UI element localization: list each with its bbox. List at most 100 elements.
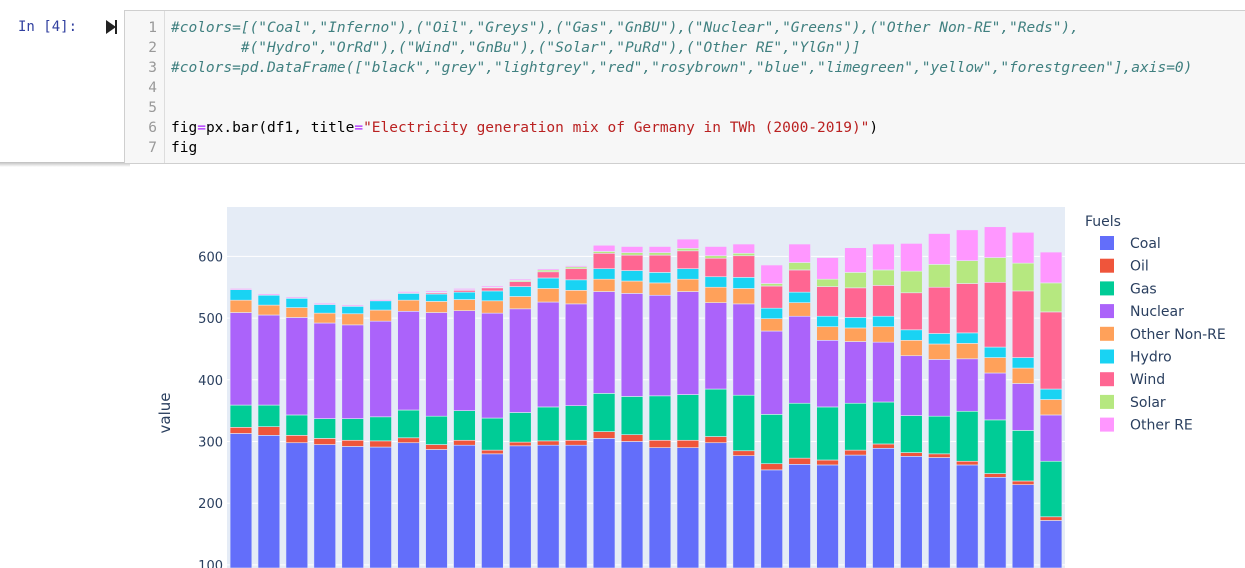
bar-segment (620, 280, 644, 294)
bar-segment (872, 326, 895, 343)
bar-segment (425, 290, 448, 293)
bar-segment (564, 268, 588, 281)
bar-segment (453, 310, 476, 411)
bar-segment (816, 339, 839, 408)
bar-segment (1039, 311, 1063, 390)
bar-segment (900, 339, 923, 357)
bar-segment (620, 252, 644, 256)
bar-segment (285, 414, 309, 436)
bar-segment (453, 288, 476, 290)
bar-segment (369, 309, 392, 322)
bar-segment (648, 447, 672, 568)
legend-item: Coal (1130, 236, 1161, 252)
bar-segment (872, 443, 895, 449)
bar-segment (956, 464, 979, 568)
bar-segment (788, 291, 811, 303)
bar-segment (872, 315, 895, 328)
bar-segment (481, 290, 504, 302)
bar-segment (760, 414, 783, 465)
legend-item: Gas (1130, 281, 1157, 297)
code-text: #colors=[("Coal","Inferno"),("Oil","Grey… (171, 18, 1079, 38)
bar-segment (564, 439, 588, 446)
bar-segment (564, 290, 588, 305)
bar-segment (369, 440, 392, 448)
bar-segment (285, 317, 309, 416)
legend-item: Other RE (1130, 418, 1193, 434)
bar-segment (313, 304, 336, 314)
bar-segment (676, 268, 700, 280)
bar-segment (341, 313, 364, 326)
bar-segment (229, 404, 253, 428)
bar-segment (872, 285, 895, 317)
bar-segment (1039, 251, 1063, 284)
bar-segment (928, 233, 951, 265)
bar-segment (732, 450, 755, 456)
bar-segment (564, 279, 588, 291)
bar-segment (397, 293, 420, 301)
code-text: #colors=pd.DataFrame(["black","grey","li… (171, 58, 1192, 78)
legend-swatch (1100, 372, 1114, 387)
bar-segment (285, 307, 309, 318)
bar-segment (537, 268, 560, 271)
bar-segment (956, 410, 979, 462)
bar-segment (704, 286, 728, 303)
bar-segment (285, 435, 309, 444)
bar-segment (369, 299, 392, 302)
bar-segment (1011, 430, 1035, 482)
bar-segment (872, 341, 895, 403)
bar-segment (844, 247, 867, 273)
bar-segment (956, 332, 979, 344)
bar-segment (509, 445, 532, 568)
bar-segment (928, 343, 951, 360)
code-token: ) (869, 120, 879, 136)
bar-segment (341, 439, 364, 447)
bar-segment (1039, 520, 1063, 568)
bar-segment (257, 404, 281, 427)
bar-segment (788, 262, 811, 271)
bar-segment (229, 433, 253, 568)
bar-segment (900, 355, 923, 416)
bar-segment (760, 330, 783, 415)
y-tick-label: 300 (198, 435, 223, 450)
bar-segment (509, 286, 532, 297)
code-cell-editor[interactable]: 1 #colors=[("Coal","Inferno"),("Oil","Gre… (124, 10, 1245, 164)
y-tick-label: 100 (198, 559, 223, 568)
bar-segment (257, 293, 281, 296)
line-number: 4 (148, 80, 157, 96)
bar-segment (453, 291, 476, 300)
bar-segment (397, 442, 420, 568)
bar-segment (816, 459, 839, 466)
bar-segment (844, 272, 867, 289)
bar-segment (620, 441, 644, 568)
y-tick-label: 400 (198, 374, 223, 389)
line-number: 7 (148, 140, 157, 156)
bar-segment (928, 264, 951, 288)
bar-segment (1011, 232, 1035, 264)
bar-segment (704, 276, 728, 288)
legend-item: Oil (1130, 259, 1149, 275)
bar-segment (257, 426, 281, 436)
bar-segment (760, 318, 783, 332)
bar-segment (956, 229, 979, 261)
code-text: fig (171, 138, 197, 158)
bar-segment (397, 299, 420, 312)
bar-segment (537, 288, 560, 303)
bar-segment (1011, 484, 1035, 568)
bar-segment (425, 312, 448, 417)
legend-item: Solar (1130, 395, 1166, 411)
bar-segment (509, 441, 532, 447)
legend-item: Wind (1130, 372, 1165, 388)
bar-segment (313, 418, 336, 439)
bar-segment (564, 444, 588, 568)
bar-segment (732, 394, 755, 452)
bar-segment (788, 402, 811, 459)
bar-segment (704, 302, 728, 390)
legend-swatch (1100, 326, 1114, 341)
bar-segment (900, 452, 923, 457)
legend-item: Other Non-RE (1130, 327, 1226, 343)
code-token: #colors=pd.DataFrame(["black","grey","li… (171, 60, 1193, 76)
bar-segment (928, 457, 951, 568)
bar-segment (1039, 282, 1063, 313)
bar-segment (956, 283, 979, 334)
bar-segment (509, 281, 532, 287)
